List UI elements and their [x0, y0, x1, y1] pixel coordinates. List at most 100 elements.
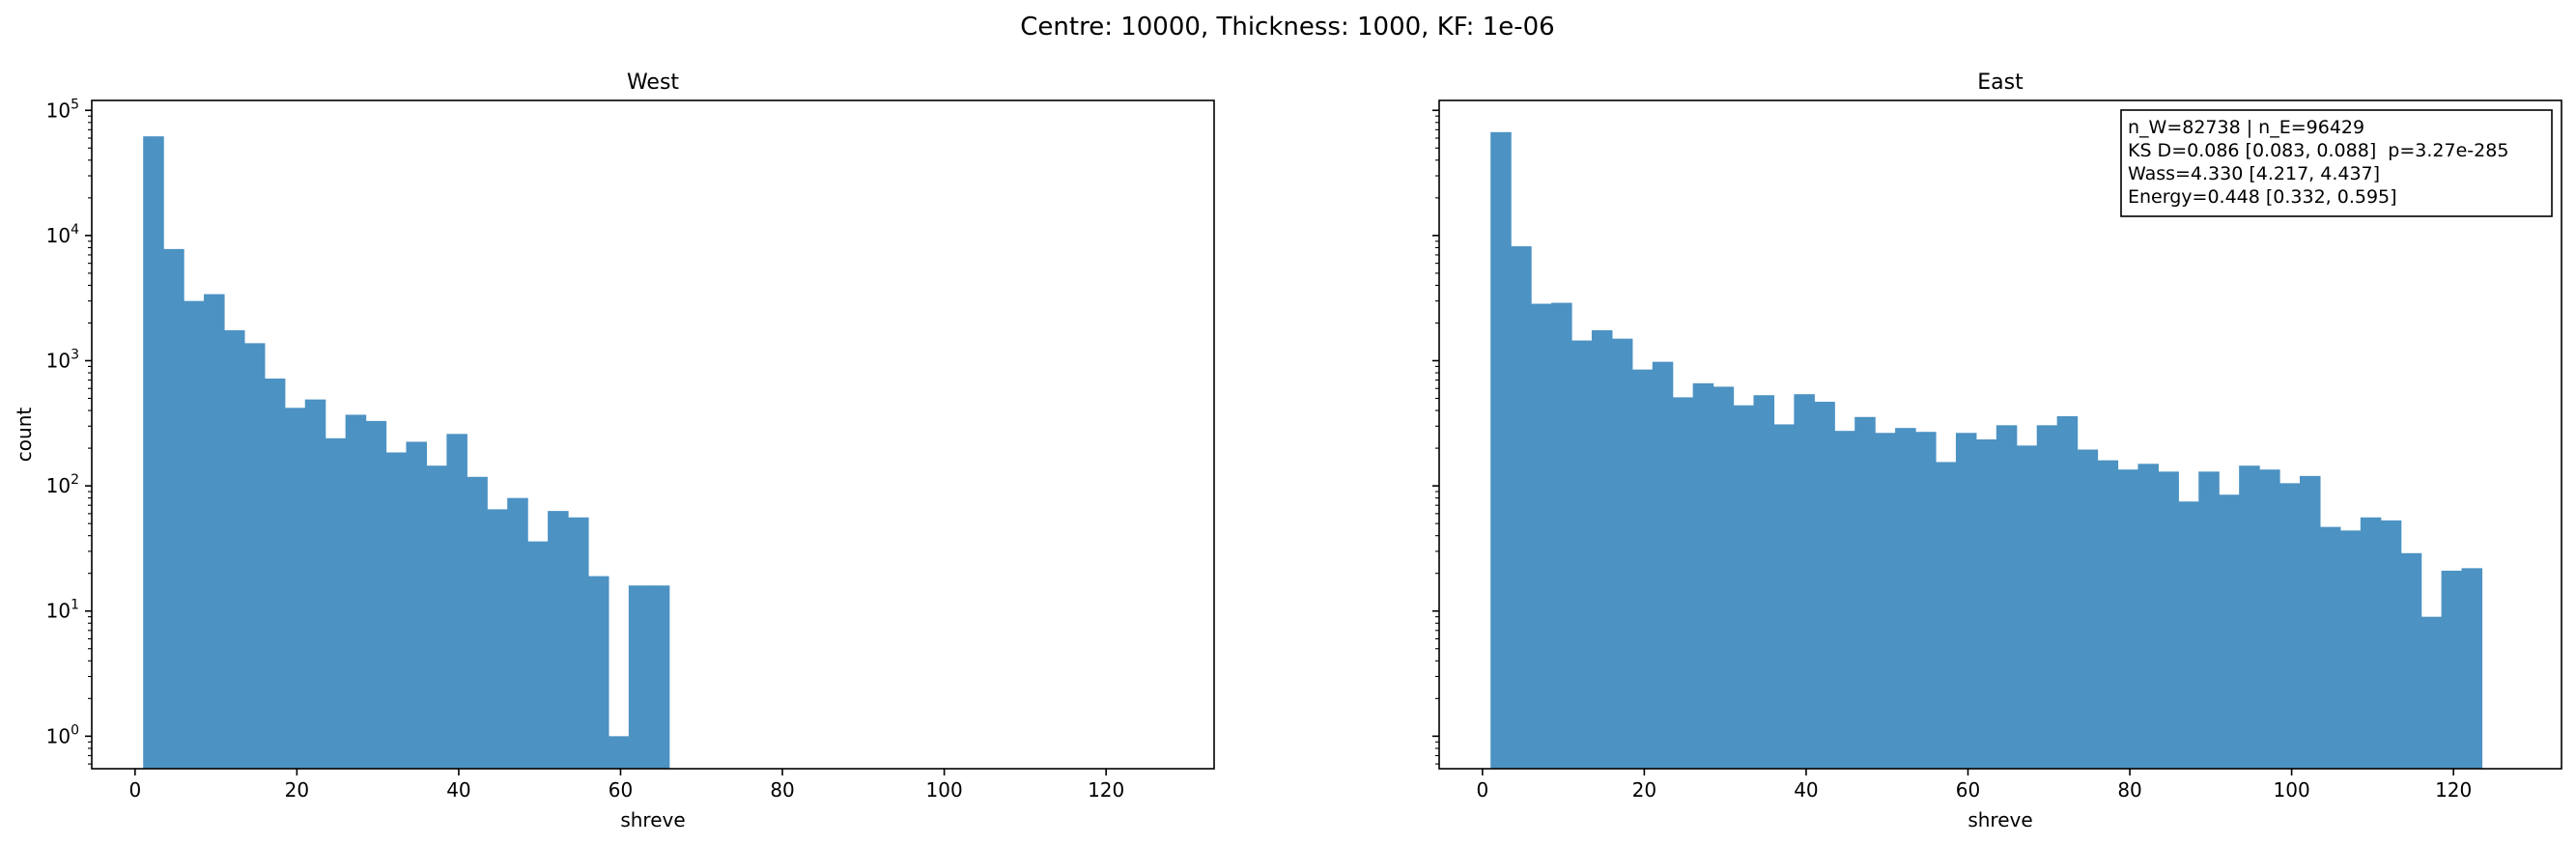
west-bar — [446, 434, 467, 769]
east-bar — [1955, 433, 1977, 769]
east-bar — [1733, 405, 1755, 769]
west-y-tick-label: 104 — [46, 222, 79, 247]
east-bar — [2077, 449, 2099, 769]
east-bar — [2299, 475, 2321, 769]
east-bar — [2036, 425, 2058, 769]
west-bar — [385, 452, 408, 769]
east-histogram-bars — [1490, 131, 2483, 769]
east-bar — [2420, 616, 2443, 769]
east-bar — [1713, 386, 1735, 769]
east-bar — [2360, 517, 2382, 769]
east-bar — [1692, 382, 1714, 769]
east-bar — [1875, 433, 1896, 769]
east-bar — [2239, 465, 2260, 769]
west-bar — [487, 509, 508, 769]
west-y-tick-label: 101 — [46, 598, 79, 623]
west-axes-frame — [91, 99, 1215, 770]
east-bar — [1672, 397, 1694, 769]
east-title: East — [1977, 70, 2024, 95]
west-bar — [325, 437, 347, 769]
east-bar — [2158, 471, 2179, 769]
west-bar — [548, 511, 569, 769]
east-bar — [1571, 340, 1593, 769]
east-bar — [1854, 416, 1876, 769]
east-bar — [2056, 416, 2079, 769]
stats-line-counts: n_W=82738 | n_E=96429 — [2128, 117, 2364, 138]
east-bar — [2279, 483, 2301, 769]
east-subplot: East 0 20 40 60 80 100 120 shreve n_W=82738 | … — [1432, 70, 2562, 831]
stats-line-wasserstein: Wass=4.330 [4.217, 4.437] — [2128, 163, 2380, 184]
west-bar — [467, 476, 488, 769]
west-y-ticks: 100 101 102 103 104 105 — [46, 97, 92, 765]
east-bar — [1915, 432, 1937, 769]
figure-suptitle: Centre: 10000, Thickness: 1000, KF: 1e-0… — [1020, 13, 1554, 42]
east-bar — [1895, 428, 1916, 769]
east-bar — [2097, 460, 2119, 769]
east-bar — [2016, 445, 2038, 769]
east-bar — [2219, 494, 2240, 769]
west-x-tick-label: 100 — [926, 778, 963, 802]
west-bar — [143, 136, 164, 769]
east-bar — [1591, 329, 1613, 769]
west-bar — [568, 517, 589, 769]
east-bar — [2117, 469, 2139, 769]
east-bar — [1834, 431, 1855, 769]
west-x-tick-label: 40 — [446, 778, 470, 802]
east-stats-box: n_W=82738 | n_E=96429 KS D=0.086 [0.083,… — [2120, 109, 2553, 217]
stats-box-frame — [2120, 109, 2553, 217]
west-bar — [304, 399, 326, 769]
east-bar — [1935, 462, 1957, 769]
east-x-tick-label: 0 — [1476, 778, 1488, 802]
east-bar — [1975, 439, 1997, 769]
stats-line-energy: Energy=0.448 [0.332, 0.595] — [2128, 186, 2397, 208]
east-bar — [1531, 303, 1552, 769]
west-y-tick-label: 100 — [46, 722, 79, 747]
west-x-axis-label: shreve — [620, 808, 685, 831]
east-bar — [1794, 394, 1815, 769]
east-bar — [1631, 369, 1654, 769]
west-bar — [648, 585, 670, 769]
west-x-tick-label: 80 — [770, 778, 794, 802]
east-bar — [2137, 464, 2159, 769]
east-bar — [1773, 424, 1795, 769]
east-x-axis-label: shreve — [1967, 808, 2032, 831]
east-x-tick-label: 20 — [1632, 778, 1656, 802]
east-x-tick-label: 80 — [2117, 778, 2141, 802]
west-bar — [184, 300, 205, 769]
east-bar — [1814, 401, 1835, 769]
west-bar — [264, 378, 286, 769]
west-y-tick-label: 105 — [46, 97, 79, 122]
east-x-ticks: 0 20 40 60 80 100 120 — [1476, 769, 2472, 802]
east-bar — [1753, 395, 1775, 769]
west-bar — [406, 441, 428, 769]
west-bar — [163, 248, 184, 770]
east-bar — [2198, 471, 2220, 769]
west-x-tick-label: 0 — [128, 778, 141, 802]
east-x-tick-label: 60 — [1956, 778, 1980, 802]
west-bar — [284, 408, 306, 769]
west-bar — [345, 414, 367, 769]
east-bar — [2380, 520, 2402, 769]
west-y-tick-label: 102 — [46, 472, 79, 497]
east-bar — [1511, 246, 1532, 769]
west-bar — [608, 736, 630, 769]
west-histogram-bars — [143, 136, 670, 770]
west-y-tick-label: 103 — [46, 347, 79, 372]
west-bar — [628, 585, 650, 769]
west-bar — [587, 576, 609, 769]
east-bar — [1551, 302, 1572, 769]
west-bar — [223, 329, 245, 769]
west-bar — [204, 294, 225, 769]
east-bar — [1652, 361, 1674, 769]
west-bar — [527, 541, 549, 769]
west-x-tick-label: 60 — [609, 778, 633, 802]
west-x-tick-label: 20 — [285, 778, 309, 802]
west-title: West — [627, 70, 679, 95]
east-bar — [2441, 570, 2463, 769]
east-bar — [2400, 552, 2422, 769]
east-bar — [2339, 530, 2362, 769]
east-x-tick-label: 120 — [2435, 778, 2472, 802]
stats-line-ks: KS D=0.086 [0.083, 0.088] p=3.27e-285 — [2128, 140, 2508, 161]
west-subplot: West 0 20 40 60 80 100 120 100101102103104105 … — [13, 70, 1215, 831]
